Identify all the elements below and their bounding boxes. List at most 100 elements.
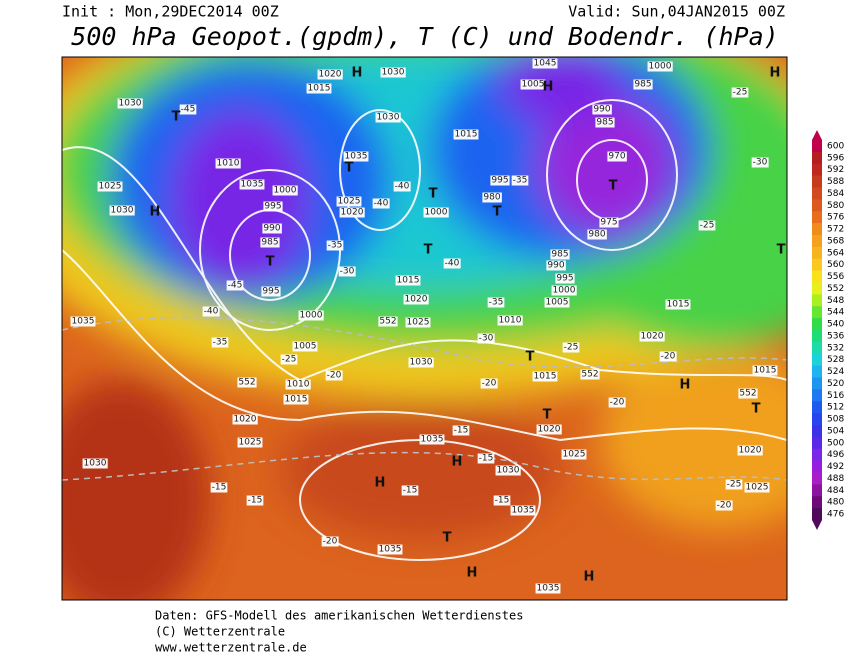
label-box bbox=[262, 223, 282, 234]
colorbar-swatch bbox=[812, 211, 822, 224]
label-box bbox=[325, 370, 343, 381]
contour-label: 1020 bbox=[319, 70, 342, 80]
contour-label: 985 bbox=[596, 118, 613, 128]
colorbar-label: 496 bbox=[827, 450, 844, 460]
footer-url: www.wetterzentrale.de bbox=[155, 641, 307, 655]
label-box bbox=[715, 500, 733, 511]
colorbar-label: 484 bbox=[827, 486, 844, 496]
pressure-center: T bbox=[777, 243, 786, 258]
contour-label: 1030 bbox=[111, 206, 134, 216]
colorbar-label: 596 bbox=[827, 153, 844, 163]
contour-label: -15 bbox=[248, 496, 263, 506]
colorbar-label: 540 bbox=[827, 320, 844, 330]
colorbar-swatch bbox=[812, 235, 822, 248]
label-box bbox=[408, 357, 434, 368]
colorbar-swatch bbox=[812, 330, 822, 343]
contour-label: 995 bbox=[491, 176, 508, 186]
pressure-center: T bbox=[172, 110, 181, 125]
label-box bbox=[239, 179, 265, 190]
label-box bbox=[599, 217, 619, 228]
colorbar-swatch bbox=[812, 389, 822, 402]
contour-label: -45 bbox=[181, 105, 196, 115]
contour-label: 1010 bbox=[217, 159, 240, 169]
contour-label: 995 bbox=[556, 274, 573, 284]
label-box bbox=[490, 175, 510, 186]
contour-label: 990 bbox=[593, 105, 610, 115]
colorbar-label: 528 bbox=[827, 355, 844, 365]
label-box bbox=[497, 315, 523, 326]
colorbar-swatch bbox=[812, 460, 822, 473]
contour-label: 1035 bbox=[345, 152, 368, 162]
colorbar-label: 552 bbox=[827, 284, 844, 294]
label-box bbox=[401, 485, 419, 496]
contour-label: 1020 bbox=[641, 332, 664, 342]
contour-label: 980 bbox=[483, 193, 500, 203]
contour-label: -20 bbox=[661, 352, 676, 362]
contour-label: 552 bbox=[581, 370, 598, 380]
colorbar-swatch bbox=[812, 294, 822, 307]
label-box bbox=[211, 337, 229, 348]
title: 500 hPa Geopot.(gpdm), T (C) und Bodendr… bbox=[71, 22, 778, 51]
label-box bbox=[226, 280, 244, 291]
label-box bbox=[317, 69, 343, 80]
colorbar-swatch bbox=[812, 425, 822, 438]
contour-label: -25 bbox=[564, 343, 579, 353]
pressure-center: T bbox=[752, 402, 761, 417]
label-box bbox=[647, 61, 673, 72]
pressure-center: T bbox=[345, 161, 354, 176]
colorbar-swatch bbox=[812, 508, 822, 521]
label-box bbox=[510, 505, 536, 516]
label-box bbox=[179, 104, 197, 115]
colorbar-swatch bbox=[812, 282, 822, 295]
contour-label: 995 bbox=[262, 287, 279, 297]
pressure-center: T bbox=[266, 255, 275, 270]
label-box bbox=[393, 181, 411, 192]
colorbar-swatch bbox=[812, 472, 822, 485]
contour-label: 995 bbox=[264, 202, 281, 212]
label-box bbox=[551, 285, 577, 296]
map-field bbox=[62, 57, 787, 600]
label-box bbox=[477, 333, 495, 344]
pressure-center: T bbox=[443, 531, 452, 546]
colorbar-label: 488 bbox=[827, 474, 844, 484]
footer-copyright: (C) Wetterzentrale bbox=[155, 625, 285, 639]
label-box bbox=[82, 458, 108, 469]
contour-label: -40 bbox=[204, 307, 219, 317]
label-box bbox=[480, 378, 498, 389]
contour-label: 1000 bbox=[425, 208, 448, 218]
pressure-center: T bbox=[543, 408, 552, 423]
label-box bbox=[283, 394, 309, 405]
contour-label: -20 bbox=[323, 537, 338, 547]
contour-label: 1015 bbox=[455, 130, 478, 140]
colorbar-swatch bbox=[812, 448, 822, 462]
contour-label: 1030 bbox=[382, 68, 405, 78]
contour-label: 1000 bbox=[553, 286, 576, 296]
label-box bbox=[232, 414, 258, 425]
colorbar-swatch bbox=[812, 187, 822, 200]
label-box bbox=[562, 342, 580, 353]
contour-label: -15 bbox=[479, 454, 494, 464]
colorbar-label: 584 bbox=[827, 189, 844, 199]
contour-label: 1015 bbox=[534, 372, 557, 382]
contour-label: 1020 bbox=[341, 208, 364, 218]
colorbar-arrow-top bbox=[812, 130, 822, 140]
label-box bbox=[260, 237, 280, 248]
label-box bbox=[372, 198, 390, 209]
contour-label: 1010 bbox=[499, 316, 522, 326]
label-box bbox=[751, 157, 769, 168]
contour-label: 1025 bbox=[99, 182, 122, 192]
label-box bbox=[326, 240, 344, 251]
init-time: Init : Mon,29DEC2014 00Z bbox=[62, 3, 279, 21]
label-box bbox=[375, 112, 401, 123]
contour-label: 1025 bbox=[239, 438, 262, 448]
label-box bbox=[555, 273, 575, 284]
contour-label: 1030 bbox=[410, 358, 433, 368]
contour-label: -30 bbox=[479, 334, 494, 344]
contour-label: 990 bbox=[263, 224, 280, 234]
colorbar-swatch bbox=[812, 163, 822, 177]
label-box bbox=[380, 67, 406, 78]
pressure-center: H bbox=[770, 66, 781, 81]
